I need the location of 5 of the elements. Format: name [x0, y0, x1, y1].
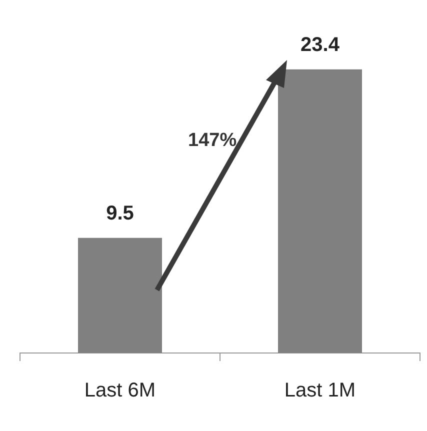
data-label: 23.4	[300, 34, 340, 56]
x-tick-label: Last 1M	[284, 380, 356, 402]
annotation: 147%	[188, 130, 237, 152]
x-tick-label: Last 6M	[84, 380, 156, 402]
data-label: 9.5	[106, 202, 134, 224]
